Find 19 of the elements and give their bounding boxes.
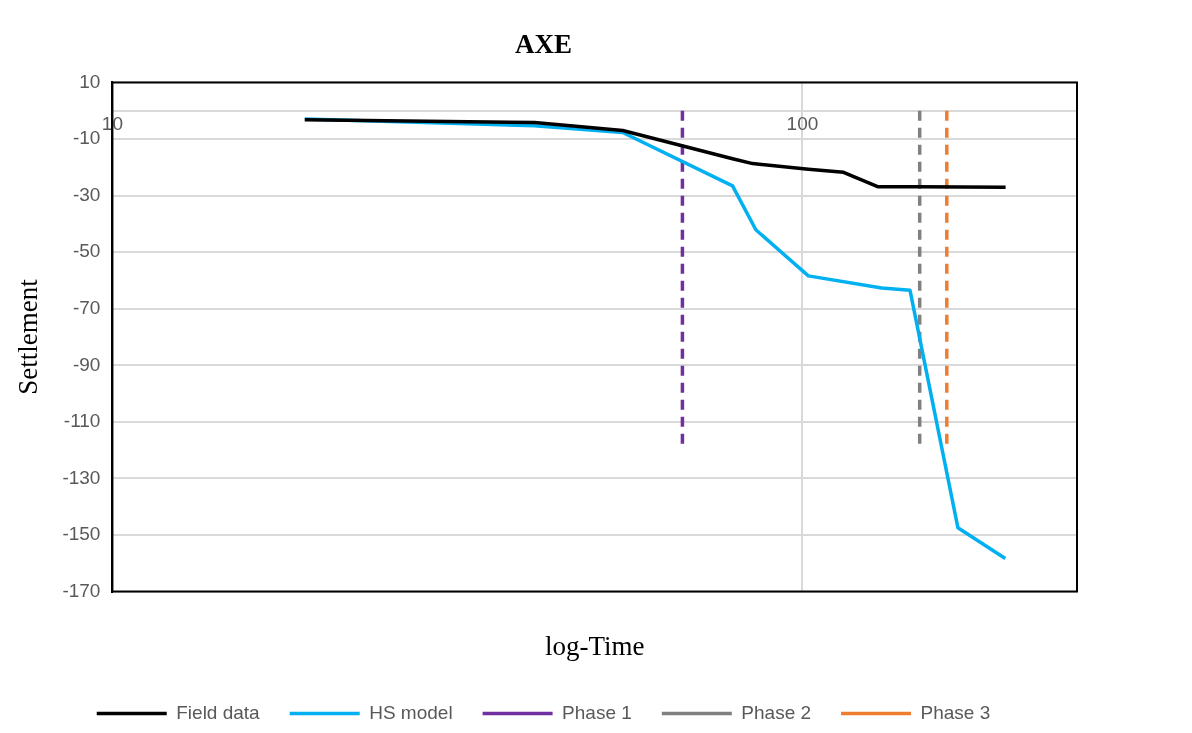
x-axis-title: log-Time <box>544 630 645 661</box>
legend-label: Phase 2 <box>741 701 812 723</box>
legend-label: Phase 1 <box>562 701 632 723</box>
y-tick-label: -10 <box>72 127 101 149</box>
y-tick-label: -30 <box>72 183 101 205</box>
y-tick-label: -90 <box>72 353 101 375</box>
y-axis-title: Settlement <box>13 278 44 395</box>
x-tick-label: 100 <box>786 113 819 135</box>
legend-label: Field data <box>176 701 261 723</box>
y-tick-label: -110 <box>63 410 101 432</box>
y-tick-label: -70 <box>72 296 101 318</box>
y-tick-label: -170 <box>62 579 101 601</box>
legend-label: HS model <box>369 701 453 723</box>
y-tick-label: -50 <box>72 240 101 262</box>
y-tick-label: -130 <box>62 466 101 488</box>
y-tick-label: -150 <box>62 523 101 545</box>
y-tick-label: 10 <box>79 70 101 92</box>
legend-label: Phase 3 <box>920 701 991 723</box>
chart-title: AXE <box>514 29 573 60</box>
